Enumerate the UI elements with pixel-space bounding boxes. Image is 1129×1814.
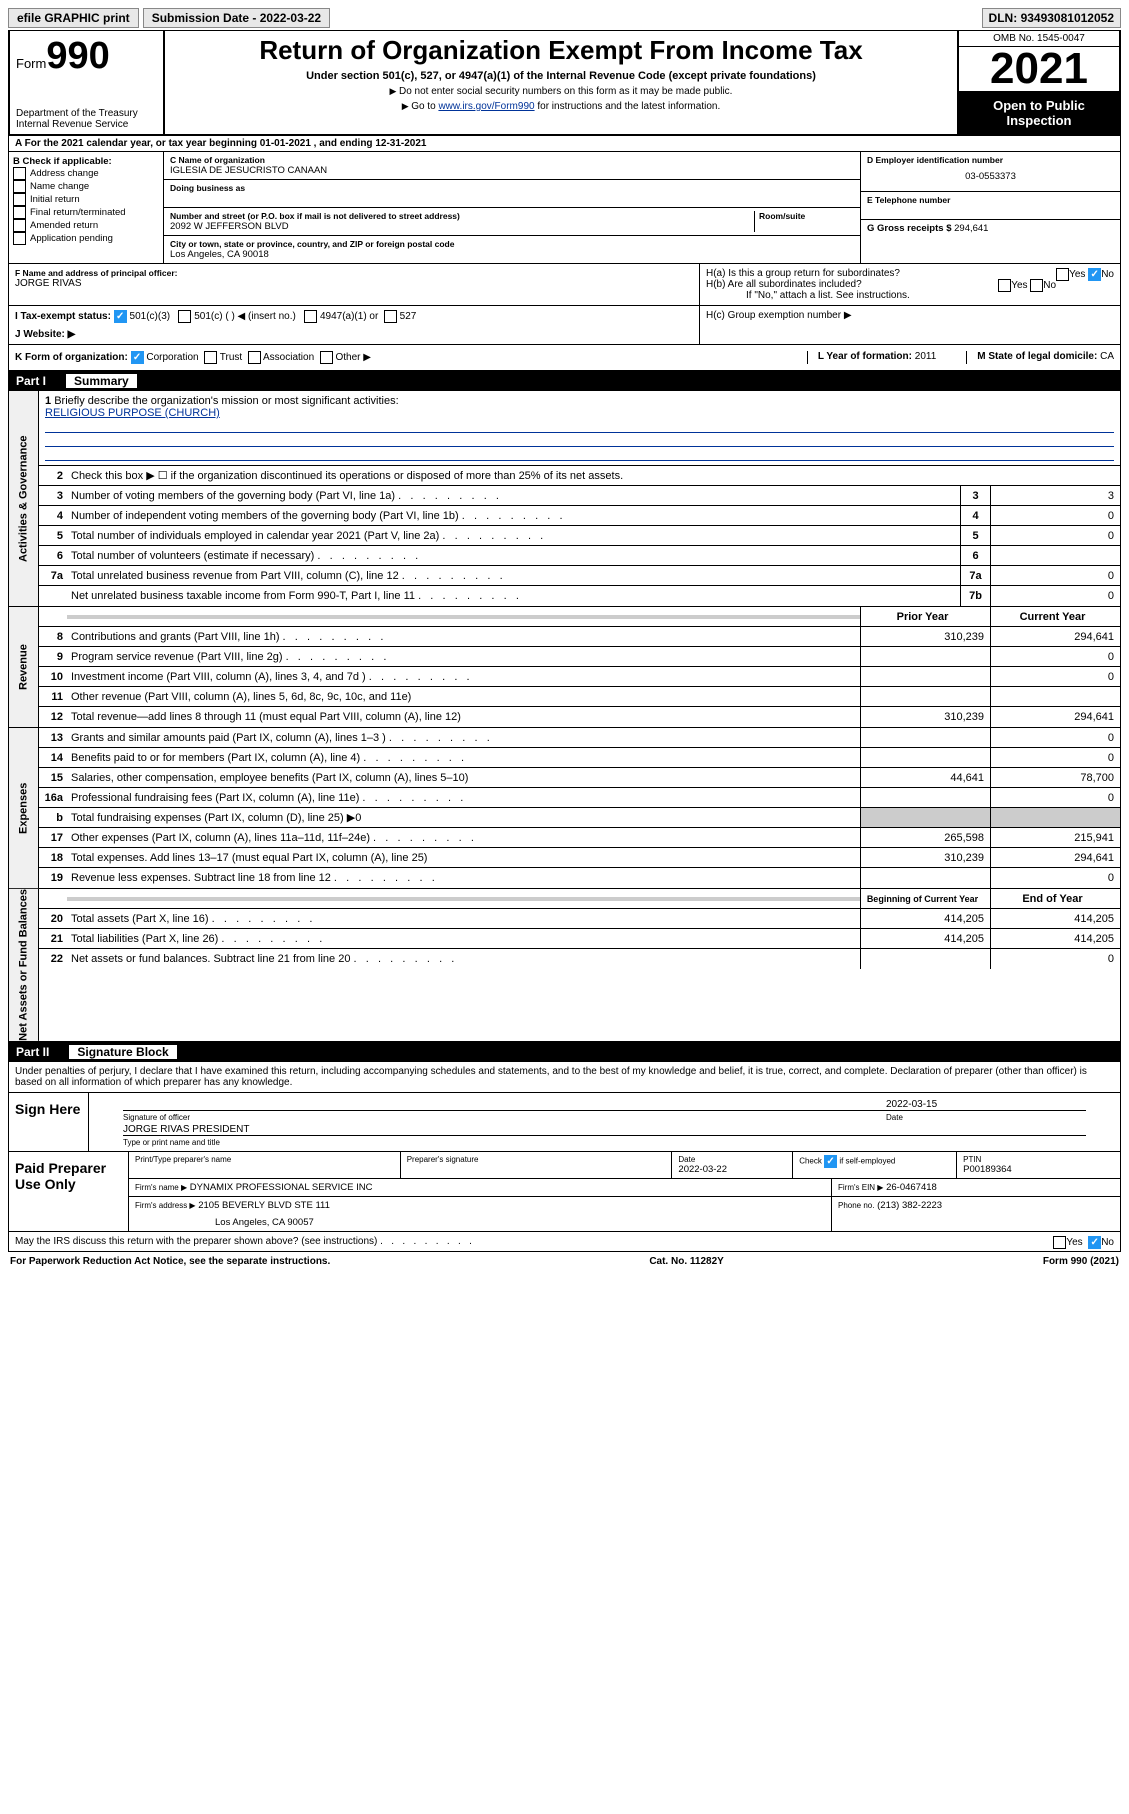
tax-year: 2021 xyxy=(959,47,1119,92)
sign-here-label: Sign Here xyxy=(9,1092,89,1151)
row-a-period: A For the 2021 calendar year, or tax yea… xyxy=(8,136,1121,152)
box-h: H(a) Is this a group return for subordin… xyxy=(700,264,1120,305)
mission-text: RELIGIOUS PURPOSE (CHURCH) xyxy=(45,407,220,419)
form-of-org: K Form of organization: ✓ Corporation Tr… xyxy=(15,351,371,364)
paid-preparer-label: Paid Preparer Use Only xyxy=(9,1152,129,1231)
efile-print-button[interactable]: efile GRAPHIC print xyxy=(8,8,139,28)
firm-phone: (213) 382-2223 xyxy=(877,1200,942,1211)
firm-name: DYNAMIX PROFESSIONAL SERVICE INC xyxy=(190,1182,373,1193)
org-street: 2092 W JEFFERSON BLVD xyxy=(170,221,754,232)
page-title: Return of Organization Exempt From Incom… xyxy=(173,35,949,66)
officer-name: JORGE RIVAS PRESIDENT xyxy=(123,1124,250,1135)
box-f: F Name and address of principal officer:… xyxy=(9,264,700,305)
firm-ein: 26-0467418 xyxy=(886,1182,937,1193)
gross-receipts: 294,641 xyxy=(954,223,988,234)
vtab-revenue: Revenue xyxy=(9,607,39,727)
vtab-net-assets: Net Assets or Fund Balances xyxy=(9,889,39,1041)
state-domicile: M State of legal domicile: CA xyxy=(966,351,1114,364)
open-public-badge: Open to Public Inspection xyxy=(959,92,1119,134)
footer-form: Form 990 (2021) xyxy=(1043,1256,1119,1267)
title-box: Return of Organization Exempt From Incom… xyxy=(165,31,959,134)
org-city: Los Angeles, CA 90018 xyxy=(170,249,854,260)
perjury-statement: Under penalties of perjury, I declare th… xyxy=(9,1062,1120,1092)
footer-cat: Cat. No. 11282Y xyxy=(649,1256,723,1267)
footer-left: For Paperwork Reduction Act Notice, see … xyxy=(10,1256,330,1267)
irs-link[interactable]: www.irs.gov/Form990 xyxy=(438,101,534,112)
org-name: IGLESIA DE JESUCRISTO CANAAN xyxy=(170,165,854,176)
vtab-expenses: Expenses xyxy=(9,728,39,888)
sig-date: 2022-03-15 xyxy=(886,1099,1086,1110)
box-d: D Employer identification number 03-0553… xyxy=(860,152,1120,263)
ptin: P00189364 xyxy=(963,1164,1114,1175)
discuss-row: May the IRS discuss this return with the… xyxy=(9,1231,1120,1251)
dln-badge: DLN: 93493081012052 xyxy=(982,8,1121,28)
part-i-header: Part I Summary xyxy=(8,371,1121,391)
box-c: C Name of organization IGLESIA DE JESUCR… xyxy=(164,152,860,263)
form-box: Form990 Department of the Treasury Inter… xyxy=(10,31,165,134)
box-b: B Check if applicable: Address change Na… xyxy=(9,152,164,263)
vtab-governance: Activities & Governance xyxy=(9,391,39,606)
part-ii-header: Part II Signature Block xyxy=(8,1042,1121,1062)
submission-date-label: Submission Date - 2022-03-22 xyxy=(143,8,330,28)
year-of-formation: L Year of formation: 2011 xyxy=(807,351,936,364)
ein-value: 03-0553373 xyxy=(867,165,1114,188)
